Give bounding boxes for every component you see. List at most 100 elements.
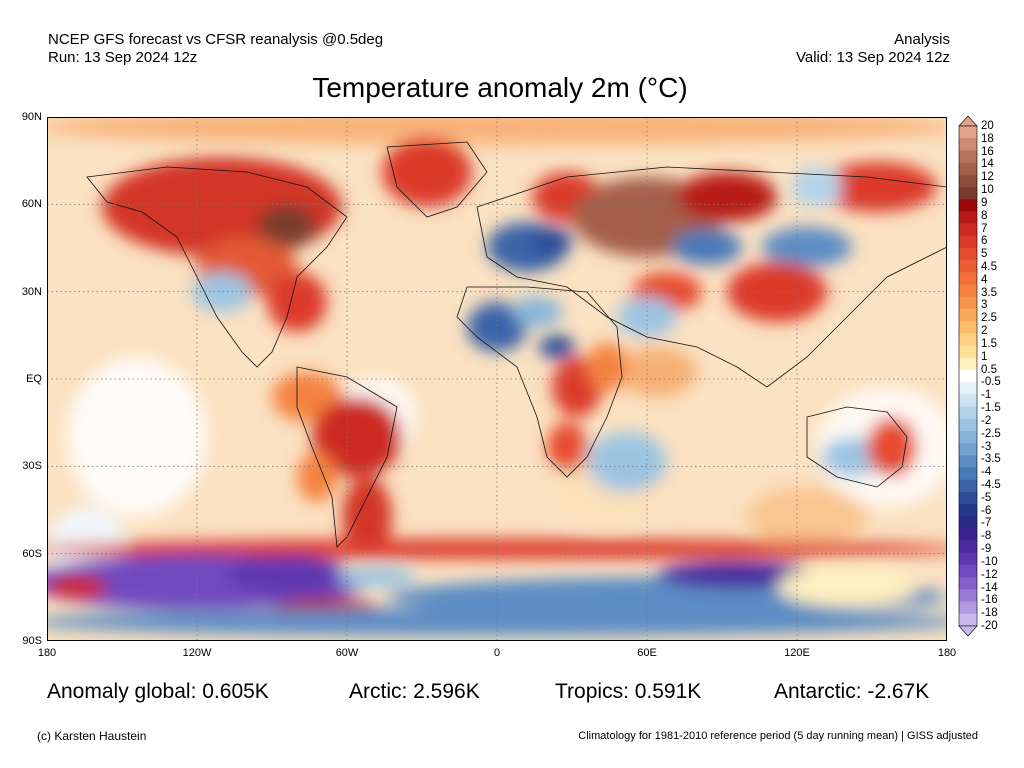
colorbar-swatch	[959, 540, 977, 554]
analysis-label: Analysis	[894, 31, 950, 48]
graticule	[47, 117, 947, 641]
colorbar-label: -16	[981, 594, 998, 607]
colorbar-label: 3.5	[981, 286, 997, 299]
colorbar-label: 10	[981, 184, 994, 197]
colorbar-swatch	[959, 504, 977, 517]
colorbar-swatch	[959, 394, 977, 407]
colorbar-swatch	[959, 369, 977, 383]
colorbar-label: -5	[981, 491, 992, 504]
colorbar-label: -2	[981, 414, 992, 427]
lat-label: 90S	[22, 635, 42, 647]
colorbar-swatch	[959, 333, 977, 346]
lat-label: 60N	[21, 198, 42, 210]
lon-label: 180	[37, 647, 57, 659]
colorbar-swatch	[959, 296, 977, 310]
map-title: Temperature anomaly 2m (°C)	[312, 72, 688, 103]
valid-time: Valid: 13 Sep 2024 12z	[795, 49, 950, 66]
colorbar-min-arrow	[958, 625, 978, 637]
colorbar-label: 8	[981, 209, 988, 222]
lon-label: 60W	[335, 647, 359, 659]
run-time: Run: 13 Sep 2024 12z	[48, 49, 198, 66]
anomaly-map	[47, 117, 947, 641]
colorbar-swatch	[959, 247, 977, 261]
colorbar-swatch	[959, 455, 977, 468]
colorbar-swatch	[959, 138, 977, 151]
colorbar-swatch	[959, 601, 977, 615]
colorbar-label: 12	[981, 171, 994, 184]
colorbar-swatch	[959, 321, 977, 334]
colorbar-swatch	[959, 150, 977, 163]
colorbar-swatch	[959, 186, 977, 200]
header-left: NCEP GFS forecast vs CFSR reanalysis @0.…	[48, 31, 383, 67]
colorbar-label: 4.5	[981, 261, 997, 274]
colorbar-swatch	[959, 174, 977, 188]
stat-global: Anomaly global: 0.605K	[47, 680, 269, 703]
header-right: Analysis Valid: 13 Sep 2024 12z	[796, 31, 950, 67]
colorbar-swatch	[959, 479, 977, 493]
colorbar-swatch	[959, 211, 977, 224]
colorbar-swatch	[959, 223, 977, 237]
stat-tropics: Tropics: 0.591K	[555, 680, 702, 703]
colorbar-swatch	[959, 418, 977, 432]
stat-antarctic: Antarctic: -2.67K	[774, 680, 930, 703]
colorbar-swatch	[959, 126, 977, 139]
colorbar-swatch	[959, 613, 977, 627]
colorbar-label: -1	[981, 389, 992, 402]
colorbar-label: 0.5	[981, 363, 997, 376]
model-title: NCEP GFS forecast vs CFSR reanalysis @0.…	[48, 31, 384, 48]
colorbar-swatch	[959, 528, 977, 541]
colorbar-label: 20	[981, 120, 994, 132]
colorbar-label: 9	[981, 196, 988, 209]
colorbar-swatch	[959, 357, 977, 371]
colorbar-label: -0.5	[981, 376, 1001, 389]
colorbar	[958, 115, 978, 637]
colorbar-label: -18	[981, 607, 998, 620]
lat-label: 30N	[21, 286, 42, 298]
lon-label: 180	[937, 647, 957, 659]
colorbar-max-arrow	[958, 115, 978, 127]
colorbar-label: 5	[981, 248, 988, 261]
lon-label: 120E	[784, 647, 810, 659]
colorbar-swatch	[959, 443, 977, 456]
colorbar-label: 2	[981, 325, 988, 338]
colorbar-swatch	[959, 272, 977, 285]
colorbar-label: 14	[981, 158, 994, 171]
lat-label: 30S	[22, 460, 42, 472]
lat-label: EQ	[26, 373, 42, 385]
colorbar-swatch	[959, 260, 977, 273]
colorbar-swatch	[959, 491, 977, 505]
colorbar-swatch	[959, 565, 977, 578]
colorbar-label: 3	[981, 299, 988, 312]
colorbar-swatch	[959, 382, 977, 395]
anomaly-field	[47, 117, 947, 636]
colorbar-label: -7	[981, 517, 992, 530]
colorbar-label: -8	[981, 530, 992, 543]
colorbar-label: -2.5	[981, 427, 1001, 440]
colorbar-label: 2.5	[981, 312, 997, 325]
colorbar-swatch	[959, 577, 977, 590]
colorbar-label: 1	[981, 350, 988, 363]
lon-label: 60E	[637, 647, 657, 659]
colorbar-label: -12	[981, 568, 998, 581]
colorbar-swatch	[959, 284, 977, 298]
colorbar-swatch	[959, 199, 977, 212]
lat-label: 90N	[21, 111, 42, 123]
colorbar-label: -1.5	[981, 402, 1001, 415]
colorbar-label: -4.5	[981, 478, 1001, 491]
colorbar-swatch	[959, 430, 977, 444]
colorbar-swatch	[959, 589, 977, 602]
colorbar-label: 1.5	[981, 337, 997, 350]
colorbar-swatch	[959, 516, 977, 529]
colorbar-swatch	[959, 162, 977, 176]
colorbar-swatch	[959, 308, 977, 322]
colorbar-label: -3	[981, 440, 992, 453]
colorbar-label: -14	[981, 581, 998, 594]
colorbar-label: 6	[981, 235, 988, 248]
colorbar-label: -3.5	[981, 453, 1001, 466]
stat-arctic: Arctic: 2.596K	[349, 680, 480, 703]
colorbar-label: 16	[981, 145, 994, 158]
climatology-note: Climatology for 1981-2010 reference peri…	[578, 730, 978, 742]
lon-label: 120W	[182, 647, 212, 659]
colorbar-swatch	[959, 552, 977, 566]
colorbar-label: 18	[981, 132, 994, 145]
